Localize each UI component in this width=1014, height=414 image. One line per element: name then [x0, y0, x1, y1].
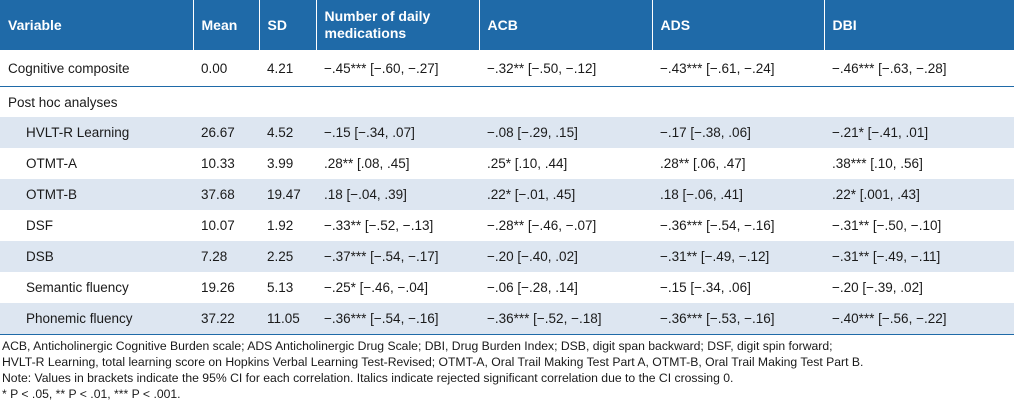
cell: −.21* [−.41, .01] — [824, 117, 1014, 148]
footnote-note: Note: Values in brackets indicate the 95… — [2, 371, 734, 385]
row-label: OTMT-B — [0, 179, 193, 210]
cell: 10.07 — [201, 218, 235, 233]
cell: −.37*** [−.54, −.17] — [316, 241, 479, 272]
cell: −.46*** [−.63, −.28] — [824, 50, 1014, 87]
row-label: Semantic fluency — [26, 280, 129, 295]
cell: −.31** [−.49, −.11] — [824, 241, 1014, 272]
cell: −.32** [−.50, −.12] — [479, 50, 652, 87]
cell: −.06 [−.28, .14] — [487, 280, 578, 295]
cell: 10.33 — [201, 156, 235, 171]
cell: −.31** [−.49, −.12] — [652, 241, 824, 272]
cell: .22* [.001, .43] — [824, 179, 1014, 210]
table-row: Semantic fluency 19.26 5.13 −.25* [−.46, −.… — [0, 272, 1014, 303]
cell: −.20 [−.39, .02] — [832, 280, 923, 295]
cell: 19.26 — [201, 280, 235, 295]
cell: 1.92 — [267, 218, 294, 233]
section-row: Post hoc analyses — [0, 87, 1014, 118]
cell: −.36*** [−.54, −.16] — [660, 218, 775, 233]
cell: .18 [−.06, .41] — [652, 179, 824, 210]
cell: .18 [−.04, .39] — [316, 179, 479, 210]
table-row: DSF 10.07 1.92 −.33** [−.52, −.13] −.28** [−… — [0, 210, 1014, 241]
row-label: OTMT-A — [26, 156, 77, 171]
header-acb: ACB — [479, 0, 653, 50]
cell: .28** [.06, .47] — [660, 156, 746, 171]
header-sd: SD — [259, 0, 317, 50]
row-label: DSF — [26, 218, 53, 233]
header-daily-medications: Number of daily medications — [316, 0, 480, 50]
section-label: Post hoc analyses — [8, 94, 118, 110]
cell: 11.05 — [259, 303, 316, 335]
footnote-abbreviations-1: ACB, Anticholinergic Cognitive Burden sc… — [2, 339, 833, 353]
cell: −.15 [−.34, .06] — [660, 280, 751, 295]
cell: −.36*** [−.53, −.16] — [652, 303, 824, 335]
cell: −.20 [−.40, .02] — [479, 241, 652, 272]
cell: 37.22 — [193, 303, 259, 335]
cell: 4.52 — [259, 117, 316, 148]
cell: −.08 [−.29, .15] — [479, 117, 652, 148]
table-row: HVLT-R Learning 26.67 4.52 −.15 [−.34, .07]… — [0, 117, 1014, 148]
cell: −.43*** [−.61, −.24] — [652, 50, 824, 87]
cell: 5.13 — [267, 280, 294, 295]
cell: −.31** [−.50, −.10] — [832, 218, 942, 233]
correlation-table: Variable Mean SD Number of daily medicat… — [0, 0, 1014, 335]
cell: .28** [.08, .45] — [324, 156, 410, 171]
row-label: HVLT-R Learning — [0, 117, 193, 148]
cell: 19.47 — [259, 179, 316, 210]
cell: −.28** [−.46, −.07] — [487, 218, 597, 233]
cell: .22* [−.01, .45] — [479, 179, 652, 210]
cell: 3.99 — [267, 156, 294, 171]
table-row: DSB 7.28 2.25 −.37*** [−.54, −.17] −.20 [−.4… — [0, 241, 1014, 272]
header-row: Variable Mean SD Number of daily medicat… — [0, 0, 1014, 50]
cell: 37.68 — [193, 179, 259, 210]
header-mean: Mean — [193, 0, 260, 50]
cell: −.40*** [−.56, −.22] — [824, 303, 1014, 335]
row-label: Phonemic fluency — [0, 303, 193, 335]
table-row: Phonemic fluency 37.22 11.05 −.36*** [−.54,… — [0, 303, 1014, 335]
cell: −.36*** [−.52, −.18] — [479, 303, 652, 335]
table-row: OTMT-A 10.33 3.99 .28** [.08, .45] .25* [.10… — [0, 148, 1014, 179]
cell: −.25* [−.46, −.04] — [324, 280, 428, 295]
table-row-cognitive-composite: Cognitive composite 0.00 4.21 −.45*** [−… — [0, 50, 1014, 87]
header-dbi: DBI — [824, 0, 1014, 50]
cell: 4.21 — [259, 50, 316, 87]
row-label: DSB — [0, 241, 193, 272]
cell: −.36*** [−.54, −.16] — [316, 303, 479, 335]
cell: −.17 [−.38, .06] — [652, 117, 824, 148]
cell: −.15 [−.34, .07] — [316, 117, 479, 148]
footnote-significance: * P < .05, ** P < .01, *** P < .001. — [2, 387, 181, 401]
table-row: OTMT-B 37.68 19.47.18 [−.04, .39] .22* [−.0… — [0, 179, 1014, 210]
header-ads: ADS — [652, 0, 825, 50]
cell: 26.67 — [193, 117, 259, 148]
footnotes: ACB, Anticholinergic Cognitive Burden sc… — [0, 335, 1014, 402]
cell: −.45*** [−.60, −.27] — [316, 50, 479, 87]
header-variable: Variable — [0, 0, 194, 50]
cell: −.33** [−.52, −.13] — [324, 218, 434, 233]
cell: .38*** [.10, .56] — [832, 156, 923, 171]
cell: 2.25 — [259, 241, 316, 272]
cell: Cognitive composite — [0, 50, 193, 87]
cell: 7.28 — [193, 241, 259, 272]
cell: .25* [.10, .44] — [487, 156, 568, 171]
cell: 0.00 — [193, 50, 259, 87]
footnote-abbreviations-2: HVLT-R Learning, total learning score on… — [2, 355, 864, 369]
